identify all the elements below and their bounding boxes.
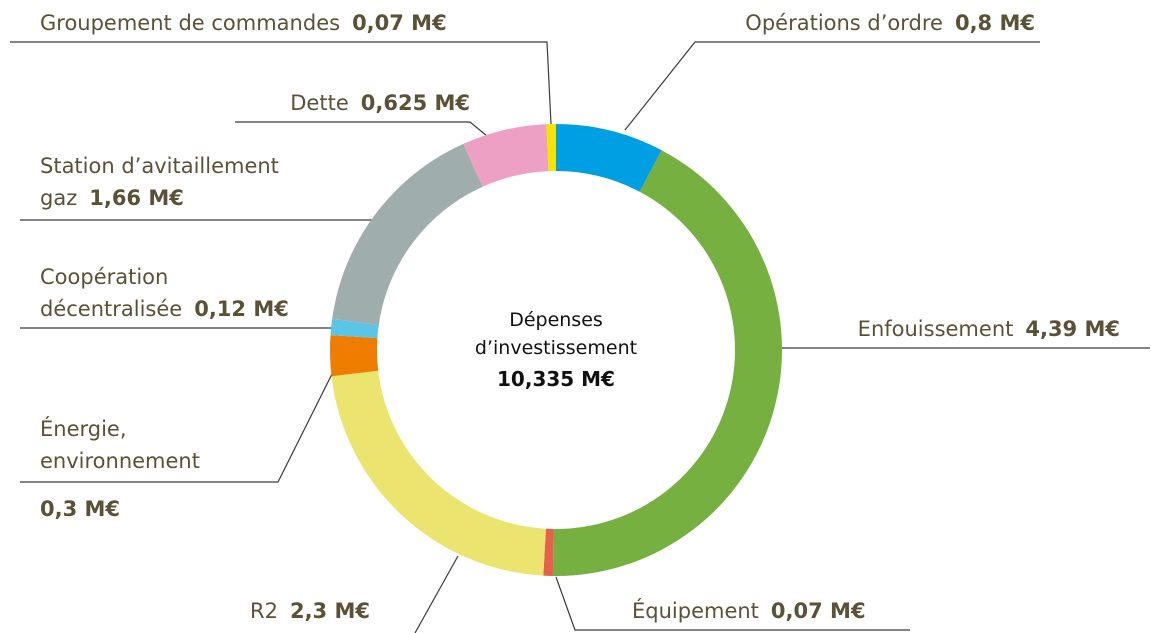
leader-line xyxy=(235,121,488,137)
value-label: 2,3 M€ xyxy=(290,599,370,623)
value-label: 0,3 M€ xyxy=(40,497,120,521)
category-label: Station d’avitaillement gaz xyxy=(40,154,279,210)
value-label: 4,39 M€ xyxy=(1025,317,1120,341)
center-title: Dépenses xyxy=(509,309,603,331)
category-label: Énergie, environnement xyxy=(40,416,200,473)
donut-segment xyxy=(552,150,783,576)
value-label: 0,07 M€ xyxy=(771,599,866,623)
leader-line xyxy=(555,576,910,631)
leader-line xyxy=(20,365,337,483)
value-label: 0,625 M€ xyxy=(361,91,470,115)
category-label: Dette xyxy=(290,91,348,115)
donut-segment xyxy=(556,124,662,192)
donut-segment xyxy=(543,528,554,576)
value-label: 0,07 M€ xyxy=(352,11,447,35)
category-label: Groupement de commandes xyxy=(40,11,340,35)
category-label: Équipement xyxy=(632,598,759,623)
leader-line xyxy=(10,41,552,125)
value-label: 1,66 M€ xyxy=(89,186,184,210)
donut-segment xyxy=(330,318,379,339)
value-label: 0,8 M€ xyxy=(955,11,1035,35)
donut-segment xyxy=(329,335,379,377)
leader-line xyxy=(624,41,1040,131)
value-label: 0,12 M€ xyxy=(194,297,289,321)
category-label: Enfouissement xyxy=(858,317,1014,341)
category-label: R2 xyxy=(250,599,278,623)
center-value: 10,335 M€ xyxy=(497,367,615,391)
category-label: Opérations d’ordre xyxy=(745,11,943,35)
category-label: Coopération décentralisée xyxy=(40,265,182,321)
donut-segment xyxy=(463,124,549,187)
donut-segment xyxy=(332,143,483,326)
donut-segment xyxy=(331,370,546,576)
center-title: d’investissement xyxy=(475,337,637,359)
leader-line xyxy=(414,555,459,633)
donut-segment xyxy=(546,124,556,172)
leader-lines xyxy=(10,41,1150,633)
